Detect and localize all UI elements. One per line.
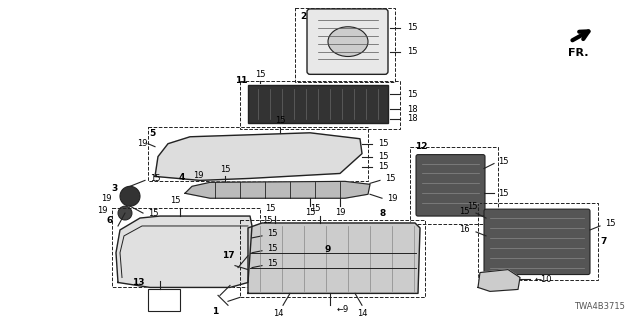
Text: 15: 15 [378, 162, 388, 171]
Bar [148, 127, 368, 181]
Text: 19: 19 [193, 172, 204, 180]
Text: ←9: ←9 [337, 305, 349, 314]
FancyBboxPatch shape [416, 155, 485, 216]
Text: 15: 15 [267, 259, 278, 268]
Text: 19: 19 [387, 194, 397, 203]
FancyBboxPatch shape [484, 209, 590, 275]
Text: 15: 15 [310, 204, 320, 213]
Bar [112, 208, 260, 287]
Text: 15: 15 [498, 157, 509, 166]
FancyBboxPatch shape [307, 9, 388, 74]
Bar [248, 85, 388, 123]
Text: 15: 15 [267, 229, 278, 238]
Bar [240, 220, 425, 297]
Text: 15: 15 [378, 139, 388, 148]
Text: TWA4B3715: TWA4B3715 [574, 302, 625, 311]
Text: 15: 15 [378, 152, 388, 161]
Bar [478, 203, 598, 281]
Text: 15: 15 [460, 207, 470, 216]
Text: 17: 17 [222, 251, 235, 260]
Text: 14: 14 [356, 309, 367, 318]
Bar [148, 289, 180, 311]
Text: 15: 15 [305, 208, 316, 217]
Polygon shape [116, 216, 252, 287]
Text: 9: 9 [325, 245, 331, 254]
Text: 16: 16 [460, 226, 470, 235]
Polygon shape [185, 181, 370, 198]
Circle shape [118, 206, 132, 220]
Text: 19: 19 [97, 206, 108, 215]
Ellipse shape [328, 27, 368, 57]
Text: 14: 14 [273, 309, 284, 318]
Text: 15: 15 [267, 244, 278, 253]
Text: 15: 15 [265, 204, 275, 213]
Text: 18: 18 [407, 115, 418, 124]
Text: 15: 15 [150, 174, 161, 183]
Bar [410, 147, 498, 224]
Polygon shape [478, 269, 520, 292]
Text: ←10: ←10 [535, 275, 552, 284]
Text: 15: 15 [255, 70, 265, 79]
Text: 15: 15 [407, 90, 417, 99]
Text: 13: 13 [132, 278, 145, 287]
Text: 2: 2 [300, 12, 307, 21]
Text: 15: 15 [148, 209, 159, 218]
Text: 19: 19 [138, 139, 148, 148]
Polygon shape [155, 133, 362, 180]
Bar [240, 81, 400, 129]
Text: 18: 18 [407, 105, 418, 114]
Text: 5: 5 [148, 129, 155, 138]
Text: 15: 15 [605, 220, 616, 228]
Text: 15: 15 [220, 165, 230, 174]
Text: 7: 7 [600, 237, 606, 246]
Text: 12: 12 [415, 142, 428, 151]
Text: 15: 15 [407, 23, 417, 32]
Text: 15: 15 [275, 116, 285, 125]
Text: 4: 4 [179, 173, 185, 182]
Text: 15: 15 [407, 47, 417, 56]
Text: 3: 3 [112, 184, 118, 193]
Text: 11: 11 [236, 76, 248, 85]
Text: 15: 15 [262, 216, 273, 225]
Text: 15: 15 [498, 189, 509, 198]
Polygon shape [248, 223, 420, 293]
Text: FR.: FR. [568, 48, 589, 58]
Text: 15: 15 [385, 174, 396, 183]
Text: 15: 15 [170, 196, 180, 205]
Bar [295, 8, 395, 82]
Text: 19: 19 [335, 208, 345, 217]
Text: 15: 15 [467, 202, 478, 211]
Text: 8: 8 [380, 209, 387, 218]
Text: 6: 6 [107, 216, 113, 225]
Circle shape [120, 186, 140, 206]
Text: 19: 19 [102, 194, 112, 203]
Text: 1: 1 [212, 307, 218, 316]
